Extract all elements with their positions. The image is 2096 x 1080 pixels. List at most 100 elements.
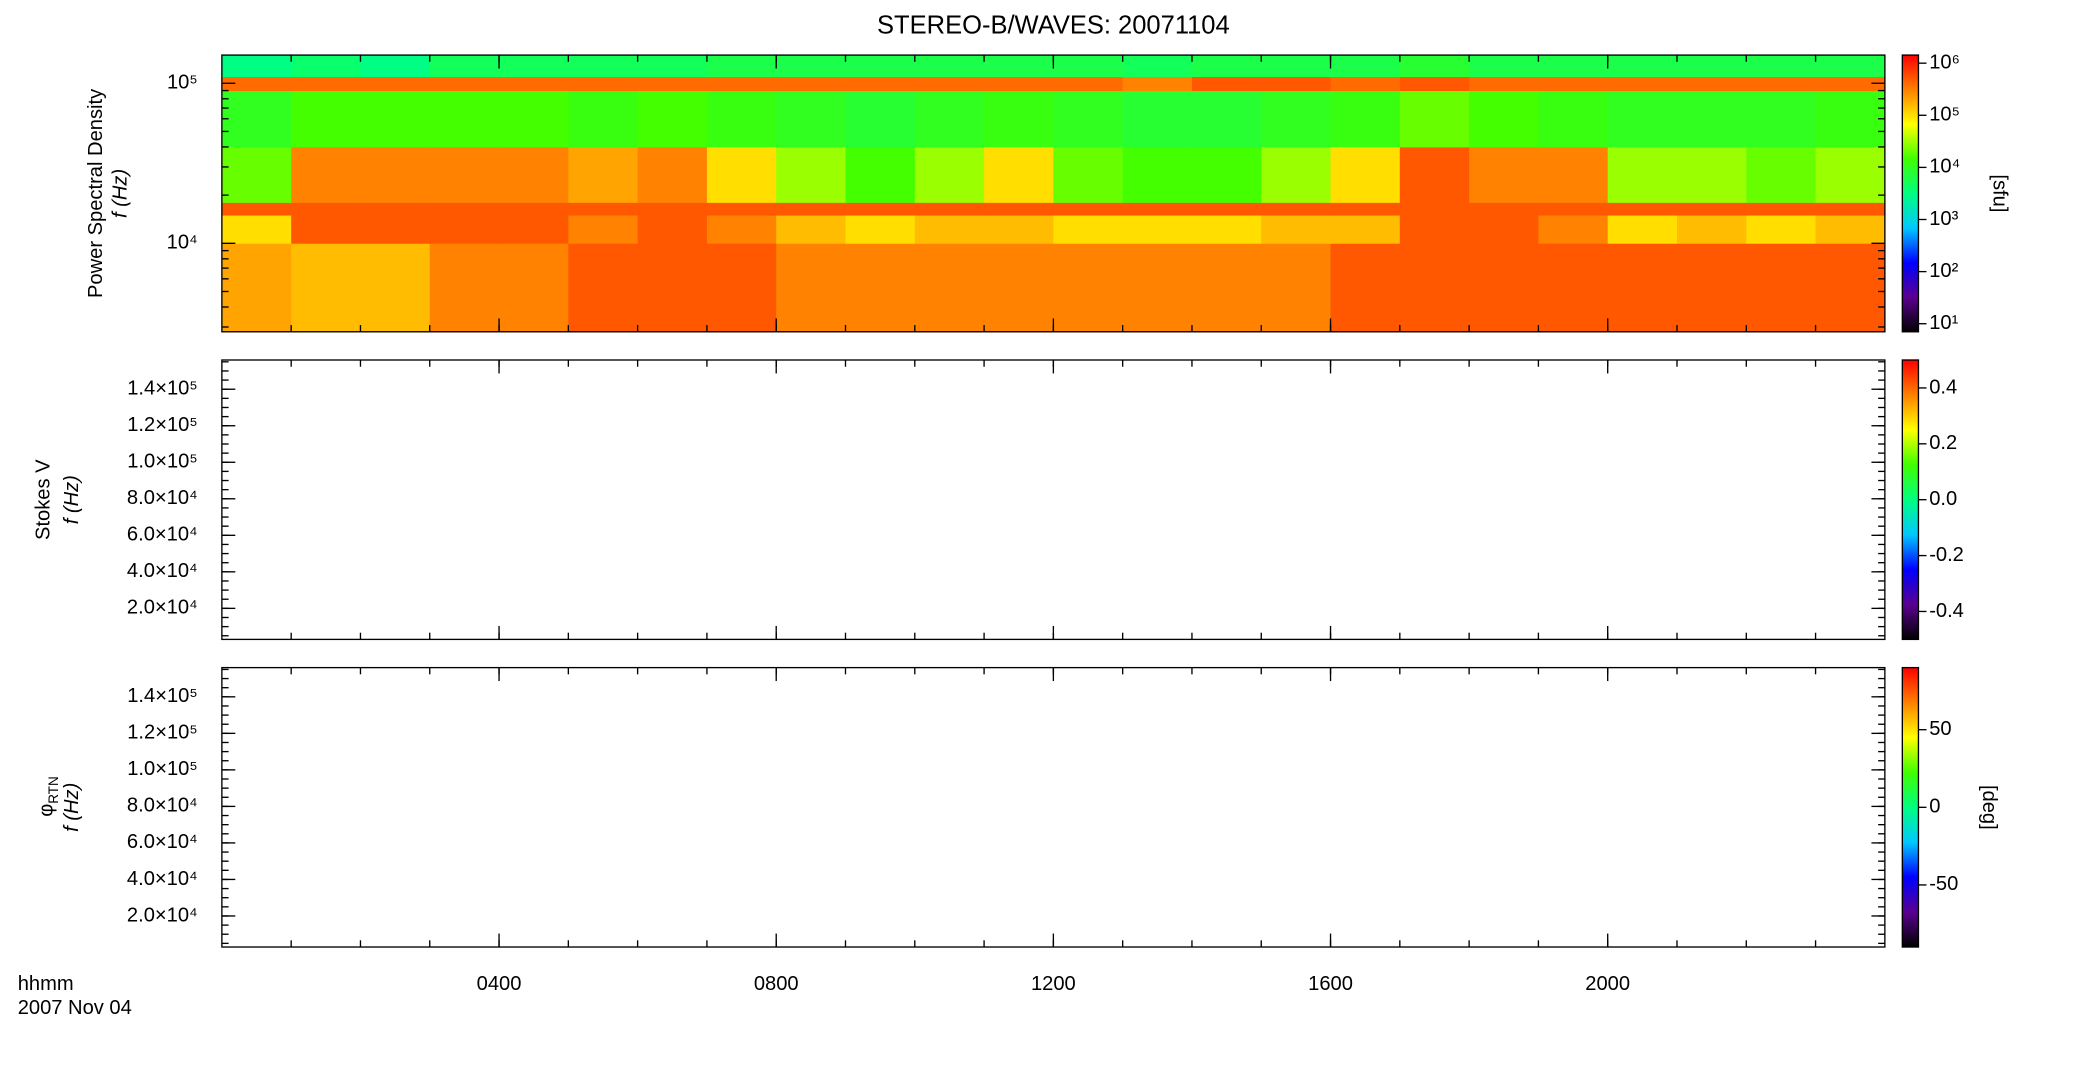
heatmap-cell xyxy=(1330,215,1401,244)
heatmap-cell xyxy=(776,215,847,244)
heatmap-cell xyxy=(568,202,639,216)
y-tick-label: 10⁴ xyxy=(167,232,198,254)
y-tick-label: 6.0×10⁴ xyxy=(127,524,198,546)
y-axis-label-top: Power Spectral Density xyxy=(85,88,107,298)
y-tick-label: 2.0×10⁴ xyxy=(127,597,198,619)
heatmap-cell xyxy=(984,76,1055,91)
y-tick-label: 6.0×10⁴ xyxy=(127,831,198,853)
heatmap-cell xyxy=(776,202,847,216)
y-tick-label: 10⁵ xyxy=(167,72,198,94)
heatmap-cell xyxy=(1538,202,1609,216)
heatmap-cell xyxy=(221,215,292,244)
y-tick-label: 1.2×10⁵ xyxy=(127,722,197,744)
heatmap-cell xyxy=(984,243,1055,333)
x-tick-label: 2000 xyxy=(1585,973,1630,995)
heatmap-cell xyxy=(1815,90,1886,148)
x-axis-label: hhmm xyxy=(18,973,74,995)
heatmap-cell xyxy=(637,90,708,148)
y-tick-label: 2.0×10⁴ xyxy=(127,904,198,926)
plot-frame xyxy=(221,666,1886,948)
heatmap-cell xyxy=(291,202,362,216)
heatmap-cell xyxy=(845,243,916,333)
heatmap-cell xyxy=(221,146,292,203)
heatmap-cell xyxy=(1261,76,1332,91)
heatmap-cell xyxy=(637,76,708,91)
heatmap-cell xyxy=(429,76,500,91)
heatmap-cell xyxy=(1399,243,1470,333)
colorbar-tick-label: 10¹ xyxy=(1929,312,1958,334)
heatmap-cell xyxy=(1676,243,1747,333)
colorbar-tick-label: 0.4 xyxy=(1929,376,1957,398)
heatmap-cell xyxy=(1261,215,1332,244)
heatmap-cell xyxy=(499,202,570,216)
heatmap-cell xyxy=(706,243,777,333)
heatmap-cell xyxy=(1053,90,1124,148)
heatmap-cell xyxy=(1399,146,1470,203)
heatmap-cell xyxy=(1053,202,1124,216)
heatmap-cell xyxy=(291,76,362,91)
heatmap-cell xyxy=(776,55,847,78)
colorbar-tick-label: 0 xyxy=(1929,796,1940,818)
heatmap-cell xyxy=(1746,55,1817,78)
heatmap-cell xyxy=(914,215,985,244)
heatmap-cell xyxy=(1469,243,1540,333)
heatmap-cell xyxy=(984,55,1055,78)
heatmap-cell xyxy=(1607,202,1678,216)
y-label-text: Power Spectral Density xyxy=(85,88,107,298)
y-axis-label-top: Stokes V xyxy=(33,459,55,540)
heatmap-cell xyxy=(914,146,985,203)
heatmap-cell xyxy=(1815,146,1886,203)
heatmap-cell xyxy=(1746,146,1817,203)
heatmap-cell xyxy=(845,202,916,216)
heatmap-cell xyxy=(914,76,985,91)
heatmap-cell xyxy=(360,215,431,244)
heatmap-cell xyxy=(637,215,708,244)
heatmap-cell xyxy=(1261,243,1332,333)
heatmap-cell xyxy=(1399,215,1470,244)
heatmap-cell xyxy=(1261,202,1332,216)
heatmap-cell xyxy=(1746,243,1817,333)
colorbar-tick-label: -0.4 xyxy=(1929,600,1964,622)
colorbar xyxy=(1901,54,1920,333)
colorbar-tick-label: 50 xyxy=(1929,718,1951,740)
heatmap-cell xyxy=(1607,55,1678,78)
heatmap-cell xyxy=(1746,215,1817,244)
heatmap-cell xyxy=(1399,55,1470,78)
heatmap-cell xyxy=(845,90,916,148)
heatmap-cell xyxy=(776,243,847,333)
y-axis-label: f (Hz) xyxy=(61,475,83,524)
heatmap-cell xyxy=(499,76,570,91)
colorbar xyxy=(1901,359,1920,641)
heatmap-cell xyxy=(1261,146,1332,203)
heatmap-cell xyxy=(1191,146,1262,203)
heatmap-cell xyxy=(1746,76,1817,91)
heatmap-cell xyxy=(291,215,362,244)
colorbar-tick-label: -0.2 xyxy=(1929,544,1964,566)
colorbar-tick-label: 10³ xyxy=(1929,208,1958,230)
heatmap-cell xyxy=(568,243,639,333)
colorbar-tick-label: 10⁶ xyxy=(1929,51,1960,73)
heatmap-cell xyxy=(1815,55,1886,78)
heatmap-cell xyxy=(1676,76,1747,91)
y-tick-label: 1.0×10⁵ xyxy=(127,758,197,780)
heatmap-cell xyxy=(1746,90,1817,148)
heatmap-cell xyxy=(360,202,431,216)
colorbar-tick-label: 10² xyxy=(1929,260,1958,282)
heatmap-cell xyxy=(914,90,985,148)
heatmap-cell xyxy=(1469,55,1540,78)
heatmap-cell xyxy=(499,55,570,78)
heatmap-cell xyxy=(845,215,916,244)
y-tick-label: 8.0×10⁴ xyxy=(127,795,198,817)
heatmap-cell xyxy=(637,243,708,333)
heatmap-cell xyxy=(568,76,639,91)
colorbar-label: [sfu] xyxy=(1989,174,2011,212)
heatmap-cell xyxy=(429,202,500,216)
date-label: 2007 Nov 04 xyxy=(18,997,132,1019)
heatmap-cell xyxy=(1676,215,1747,244)
heatmap-cell xyxy=(360,146,431,203)
heatmap-cell xyxy=(429,215,500,244)
heatmap-cell xyxy=(429,243,500,333)
heatmap-cell xyxy=(360,55,431,78)
heatmap-cell xyxy=(845,76,916,91)
